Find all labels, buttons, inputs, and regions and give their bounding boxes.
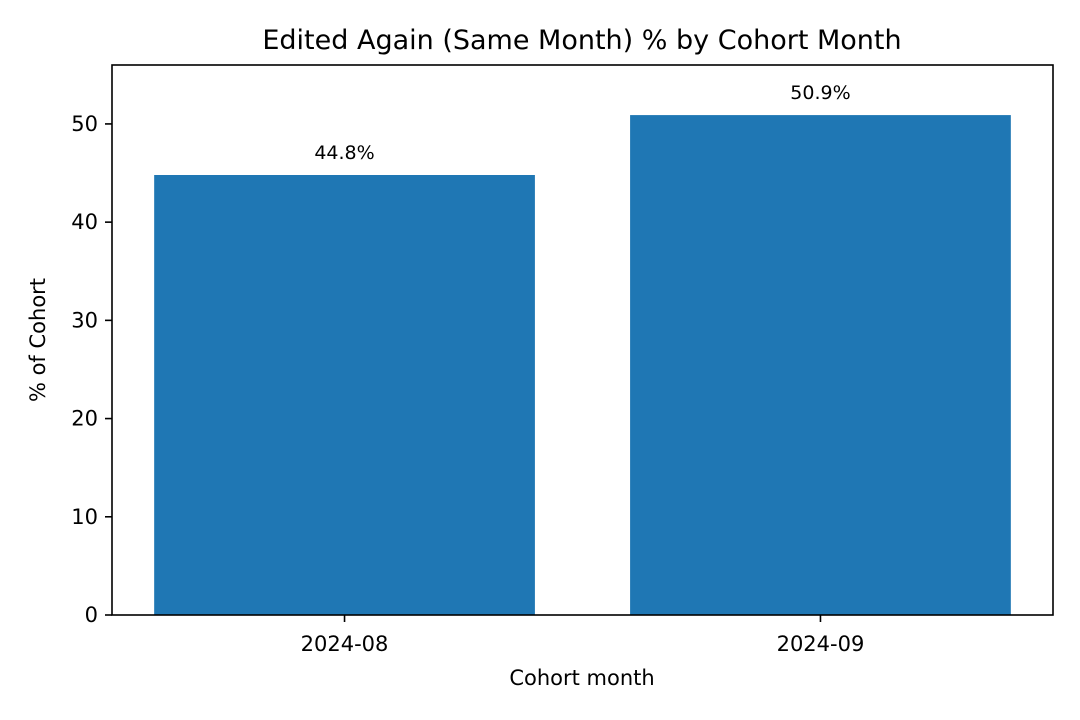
bars-group	[154, 115, 1011, 615]
chart-title: Edited Again (Same Month) % by Cohort Mo…	[262, 25, 901, 56]
bar-2024-08	[154, 175, 535, 615]
x-axis-ticks: 2024-08 2024-09	[301, 615, 865, 656]
data-labels-group: 44.8% 50.9%	[314, 82, 850, 164]
y-axis-label: % of Cohort	[26, 278, 50, 402]
y-tick-label: 10	[71, 505, 98, 529]
y-tick-label: 40	[71, 210, 98, 234]
data-label-2024-09: 50.9%	[790, 82, 850, 104]
x-tick-label: 2024-09	[777, 632, 865, 656]
x-tick-label: 2024-08	[301, 632, 389, 656]
y-axis-ticks: 0 10 20 30 40 50	[71, 112, 112, 627]
y-tick-label: 50	[71, 112, 98, 136]
x-axis-label: Cohort month	[509, 666, 654, 690]
bar-2024-09	[630, 115, 1011, 615]
data-label-2024-08: 44.8%	[314, 142, 374, 164]
plot-frame	[111, 64, 1054, 616]
y-tick-label: 20	[71, 407, 98, 431]
y-tick-label: 0	[85, 603, 98, 627]
y-tick-label: 30	[71, 308, 98, 332]
